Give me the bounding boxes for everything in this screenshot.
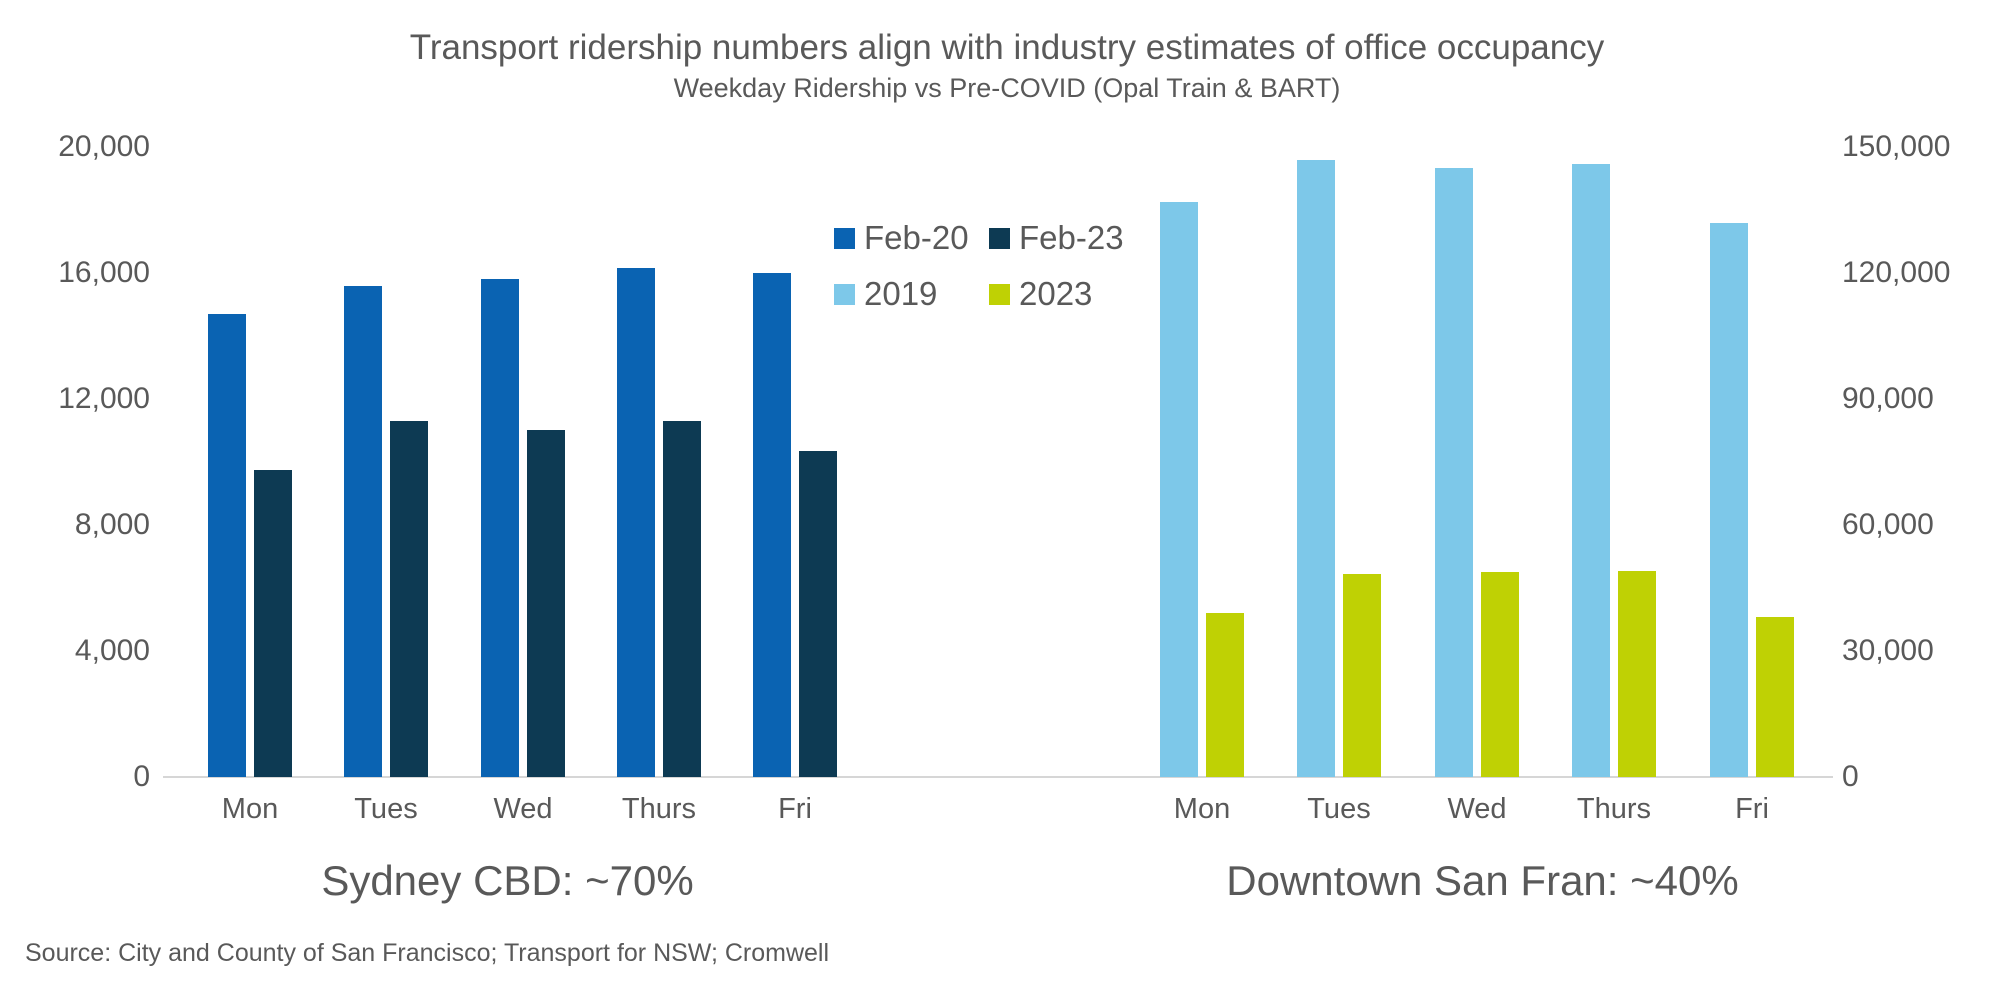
x-label-syd-fri: Fri <box>778 793 812 825</box>
bar-2019-fri <box>1710 223 1748 777</box>
bar-2023-tues <box>1343 574 1381 777</box>
legend-label-feb-23: Feb-23 <box>1019 219 1124 256</box>
x-label-sf-fri: Fri <box>1735 793 1769 825</box>
legend-swatch-2019-icon <box>834 283 855 305</box>
bar-2019-thurs <box>1572 164 1610 777</box>
bar-feb-23-tues <box>390 421 428 777</box>
bar-feb-23-fri <box>799 451 837 777</box>
caption-sydney: Sydney CBD: ~70% <box>321 857 694 904</box>
legend-swatch-feb-23-icon <box>989 227 1010 249</box>
bar-feb-23-thurs <box>663 421 701 777</box>
bar-2023-fri <box>1756 617 1794 777</box>
bar-2023-mon <box>1206 613 1244 777</box>
source-note: Source: City and County of San Francisco… <box>25 939 830 967</box>
legend-label-feb-20: Feb-20 <box>864 219 969 256</box>
bar-feb-23-wed <box>527 430 565 777</box>
bar-2023-wed <box>1481 572 1519 777</box>
y-tick-left-16-000: 16,000 <box>58 256 150 289</box>
bar-feb-20-tues <box>344 286 382 777</box>
y-tick-right-90-000: 90,000 <box>1842 382 1934 415</box>
legend-label-2019: 2019 <box>864 275 938 312</box>
x-label-syd-tues: Tues <box>354 793 418 825</box>
x-label-sf-thurs: Thurs <box>1576 793 1652 825</box>
y-tick-left-0: 0 <box>133 760 150 793</box>
bar-2019-tues <box>1297 160 1335 777</box>
y-tick-right-30-000: 30,000 <box>1842 634 1934 667</box>
legend-item-2023: 2023 <box>989 274 1124 314</box>
bar-2019-wed <box>1435 168 1473 777</box>
chart-title: Transport ridership numbers align with i… <box>409 28 1605 67</box>
bar-2019-mon <box>1160 202 1198 777</box>
bar-feb-20-wed <box>481 279 519 777</box>
x-label-syd-wed: Wed <box>493 793 553 825</box>
legend-swatch-feb-20-icon <box>834 227 855 249</box>
legend-item-feb-20: Feb-20 <box>834 218 989 258</box>
x-label-sf-mon: Mon <box>1173 793 1231 825</box>
y-tick-right-150-000: 150,000 <box>1842 130 1951 163</box>
caption-san-fran: Downtown San Fran: ~40% <box>1226 857 1739 904</box>
x-label-sf-wed: Wed <box>1447 793 1507 825</box>
bar-2023-thurs <box>1618 571 1656 777</box>
x-label-sf-tues: Tues <box>1307 793 1371 825</box>
x-axis-line <box>163 776 1833 778</box>
y-tick-left-8-000: 8,000 <box>74 508 150 541</box>
y-tick-left-12-000: 12,000 <box>58 382 150 415</box>
bar-feb-23-mon <box>254 470 292 777</box>
y-tick-right-0: 0 <box>1842 760 1859 793</box>
x-label-syd-mon: Mon <box>221 793 279 825</box>
bar-feb-20-fri <box>753 273 791 777</box>
legend-swatch-2023-icon <box>989 283 1010 305</box>
chart-subtitle: Weekday Ridership vs Pre-COVID (Opal Tra… <box>673 73 1341 103</box>
bar-feb-20-thurs <box>617 268 655 777</box>
x-label-syd-thurs: Thurs <box>621 793 697 825</box>
legend-item-feb-23: Feb-23 <box>989 218 1124 258</box>
y-tick-right-60-000: 60,000 <box>1842 508 1934 541</box>
chart-legend: Feb-20 Feb-23 2019 2023 <box>834 218 1124 314</box>
legend-label-2023: 2023 <box>1019 275 1093 312</box>
y-tick-right-120-000: 120,000 <box>1842 256 1951 289</box>
y-tick-left-4-000: 4,000 <box>74 634 150 667</box>
bar-feb-20-mon <box>208 314 246 777</box>
y-tick-left-20-000: 20,000 <box>58 130 150 163</box>
legend-item-2019: 2019 <box>834 274 989 314</box>
